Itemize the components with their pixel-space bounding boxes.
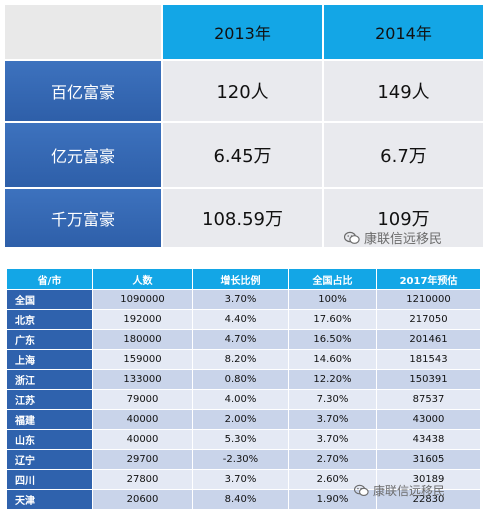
summary-row-label: 千万富豪 xyxy=(3,187,163,249)
summary-value-2013: 120人 xyxy=(161,59,324,123)
province-table: 省/市 人数 增长比例 全国占比 2017年预估 全国 1090000 3.70% 1… xyxy=(6,268,481,510)
wealth-summary-table: 2013年 2014年 百亿富豪 120人 149人 亿元富豪 6.45万 6.… xyxy=(3,3,485,249)
forecast-cell: 43000 xyxy=(376,409,481,430)
growth-cell: 0.80% xyxy=(192,369,289,390)
share-cell: 7.30% xyxy=(288,389,377,410)
province-name: 江苏 xyxy=(6,389,93,410)
province-name: 全国 xyxy=(6,289,93,310)
province-row: 北京 192000 4.40% 17.60% 217050 xyxy=(6,309,481,330)
watermark-text: 康联信远移民 xyxy=(373,484,446,498)
province-row: 广东 180000 4.70% 16.50% 201461 xyxy=(6,329,481,350)
count-cell: 20600 xyxy=(92,489,193,510)
province-name: 上海 xyxy=(6,349,93,370)
share-cell: 14.60% xyxy=(288,349,377,370)
province-name: 福建 xyxy=(6,409,93,430)
forecast-cell: 217050 xyxy=(376,309,481,330)
province-name: 天津 xyxy=(6,489,93,510)
share-cell: 16.50% xyxy=(288,329,377,350)
forecast-cell: 31605 xyxy=(376,449,481,470)
province-row: 全国 1090000 3.70% 100% 1210000 xyxy=(6,289,481,310)
province-row: 山东 40000 5.30% 3.70% 43438 xyxy=(6,429,481,450)
count-cell: 40000 xyxy=(92,429,193,450)
forecast-cell: 201461 xyxy=(376,329,481,350)
forecast-cell: 1210000 xyxy=(376,289,481,310)
province-row: 辽宁 29700 -2.30% 2.70% 31605 xyxy=(6,449,481,470)
year-2013-header: 2013年 xyxy=(161,3,324,61)
share-cell: 1.90% xyxy=(288,489,377,510)
province-row: 江苏 79000 4.00% 7.30% 87537 xyxy=(6,389,481,410)
growth-cell: 4.70% xyxy=(192,329,289,350)
province-header-row: 省/市 人数 增长比例 全国占比 2017年预估 xyxy=(6,268,481,290)
growth-cell: 5.30% xyxy=(192,429,289,450)
column-header-province: 省/市 xyxy=(6,268,93,290)
column-header-growth: 增长比例 xyxy=(192,268,289,290)
column-header-count: 人数 xyxy=(92,268,193,290)
province-name: 山东 xyxy=(6,429,93,450)
summary-row-label: 亿元富豪 xyxy=(3,121,163,189)
province-name: 广东 xyxy=(6,329,93,350)
share-cell: 17.60% xyxy=(288,309,377,330)
province-row: 浙江 133000 0.80% 12.20% 150391 xyxy=(6,369,481,390)
province-row: 天津 20600 8.40% 1.90% 22830 xyxy=(6,489,481,510)
summary-value-2014: 149人 xyxy=(322,59,485,123)
count-cell: 40000 xyxy=(92,409,193,430)
growth-cell: 3.70% xyxy=(192,289,289,310)
column-header-forecast: 2017年预估 xyxy=(376,268,481,290)
forecast-cell: 22830 xyxy=(376,489,481,510)
year-2014-header: 2014年 xyxy=(322,3,485,61)
summary-row: 百亿富豪 120人 149人 xyxy=(3,59,485,123)
summary-value-2014: 6.7万 xyxy=(322,121,485,189)
count-cell: 180000 xyxy=(92,329,193,350)
summary-value-2013: 108.59万 xyxy=(161,187,324,249)
wechat-icon xyxy=(354,484,369,496)
forecast-cell: 87537 xyxy=(376,389,481,410)
growth-cell: 4.00% xyxy=(192,389,289,410)
province-name: 四川 xyxy=(6,469,93,490)
share-cell: 12.20% xyxy=(288,369,377,390)
count-cell: 29700 xyxy=(92,449,193,470)
growth-cell: -2.30% xyxy=(192,449,289,470)
growth-cell: 8.40% xyxy=(192,489,289,510)
count-cell: 1090000 xyxy=(92,289,193,310)
share-cell: 2.70% xyxy=(288,449,377,470)
share-cell: 3.70% xyxy=(288,409,377,430)
count-cell: 133000 xyxy=(92,369,193,390)
forecast-cell: 43438 xyxy=(376,429,481,450)
province-name: 北京 xyxy=(6,309,93,330)
count-cell: 159000 xyxy=(92,349,193,370)
forecast-cell: 150391 xyxy=(376,369,481,390)
count-cell: 27800 xyxy=(92,469,193,490)
growth-cell: 3.70% xyxy=(192,469,289,490)
summary-row: 千万富豪 108.59万 109万 xyxy=(3,187,485,249)
column-header-share: 全国占比 xyxy=(288,268,377,290)
province-row: 福建 40000 2.00% 3.70% 43000 xyxy=(6,409,481,430)
summary-value-2014: 109万 xyxy=(322,187,485,249)
share-cell: 100% xyxy=(288,289,377,310)
summary-header-row: 2013年 2014年 xyxy=(3,3,485,61)
watermark-text: 康联信远移民 xyxy=(364,232,443,247)
growth-cell: 2.00% xyxy=(192,409,289,430)
share-cell: 2.60% xyxy=(288,469,377,490)
forecast-cell: 181543 xyxy=(376,349,481,370)
summary-corner-cell xyxy=(3,3,163,61)
province-name: 浙江 xyxy=(6,369,93,390)
province-name: 辽宁 xyxy=(6,449,93,470)
forecast-cell: 30189 xyxy=(376,469,481,490)
share-cell: 3.70% xyxy=(288,429,377,450)
watermark-bottom: 康联信远移民 xyxy=(354,482,445,499)
watermark-top: 康联信远移民 xyxy=(344,228,442,247)
count-cell: 79000 xyxy=(92,389,193,410)
summary-value-2013: 6.45万 xyxy=(161,121,324,189)
growth-cell: 4.40% xyxy=(192,309,289,330)
summary-row: 亿元富豪 6.45万 6.7万 xyxy=(3,121,485,189)
wechat-icon xyxy=(344,231,360,244)
count-cell: 192000 xyxy=(92,309,193,330)
province-row: 四川 27800 3.70% 2.60% 30189 xyxy=(6,469,481,490)
growth-cell: 8.20% xyxy=(192,349,289,370)
summary-row-label: 百亿富豪 xyxy=(3,59,163,123)
province-row: 上海 159000 8.20% 14.60% 181543 xyxy=(6,349,481,370)
